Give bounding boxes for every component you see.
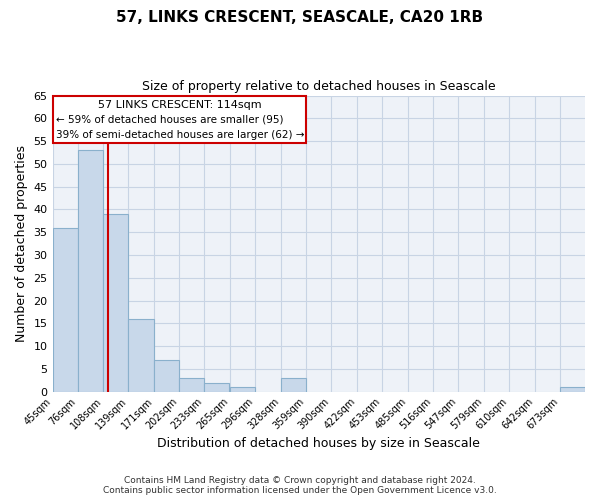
Bar — [128, 319, 154, 392]
Bar — [560, 387, 585, 392]
Text: Contains HM Land Registry data © Crown copyright and database right 2024.
Contai: Contains HM Land Registry data © Crown c… — [103, 476, 497, 495]
Text: ← 59% of detached houses are smaller (95): ← 59% of detached houses are smaller (95… — [56, 114, 283, 124]
Text: 39% of semi-detached houses are larger (62) →: 39% of semi-detached houses are larger (… — [56, 130, 304, 140]
Bar — [103, 214, 128, 392]
Bar — [53, 96, 306, 144]
Bar — [53, 228, 77, 392]
Bar — [154, 360, 179, 392]
Bar — [281, 378, 306, 392]
Bar — [230, 387, 256, 392]
Title: Size of property relative to detached houses in Seascale: Size of property relative to detached ho… — [142, 80, 496, 93]
Bar — [77, 150, 103, 392]
Y-axis label: Number of detached properties: Number of detached properties — [15, 145, 28, 342]
Text: 57 LINKS CRESCENT: 114sqm: 57 LINKS CRESCENT: 114sqm — [98, 100, 261, 110]
Bar — [205, 382, 229, 392]
Bar — [179, 378, 205, 392]
X-axis label: Distribution of detached houses by size in Seascale: Distribution of detached houses by size … — [157, 437, 480, 450]
Text: 57, LINKS CRESCENT, SEASCALE, CA20 1RB: 57, LINKS CRESCENT, SEASCALE, CA20 1RB — [116, 10, 484, 25]
